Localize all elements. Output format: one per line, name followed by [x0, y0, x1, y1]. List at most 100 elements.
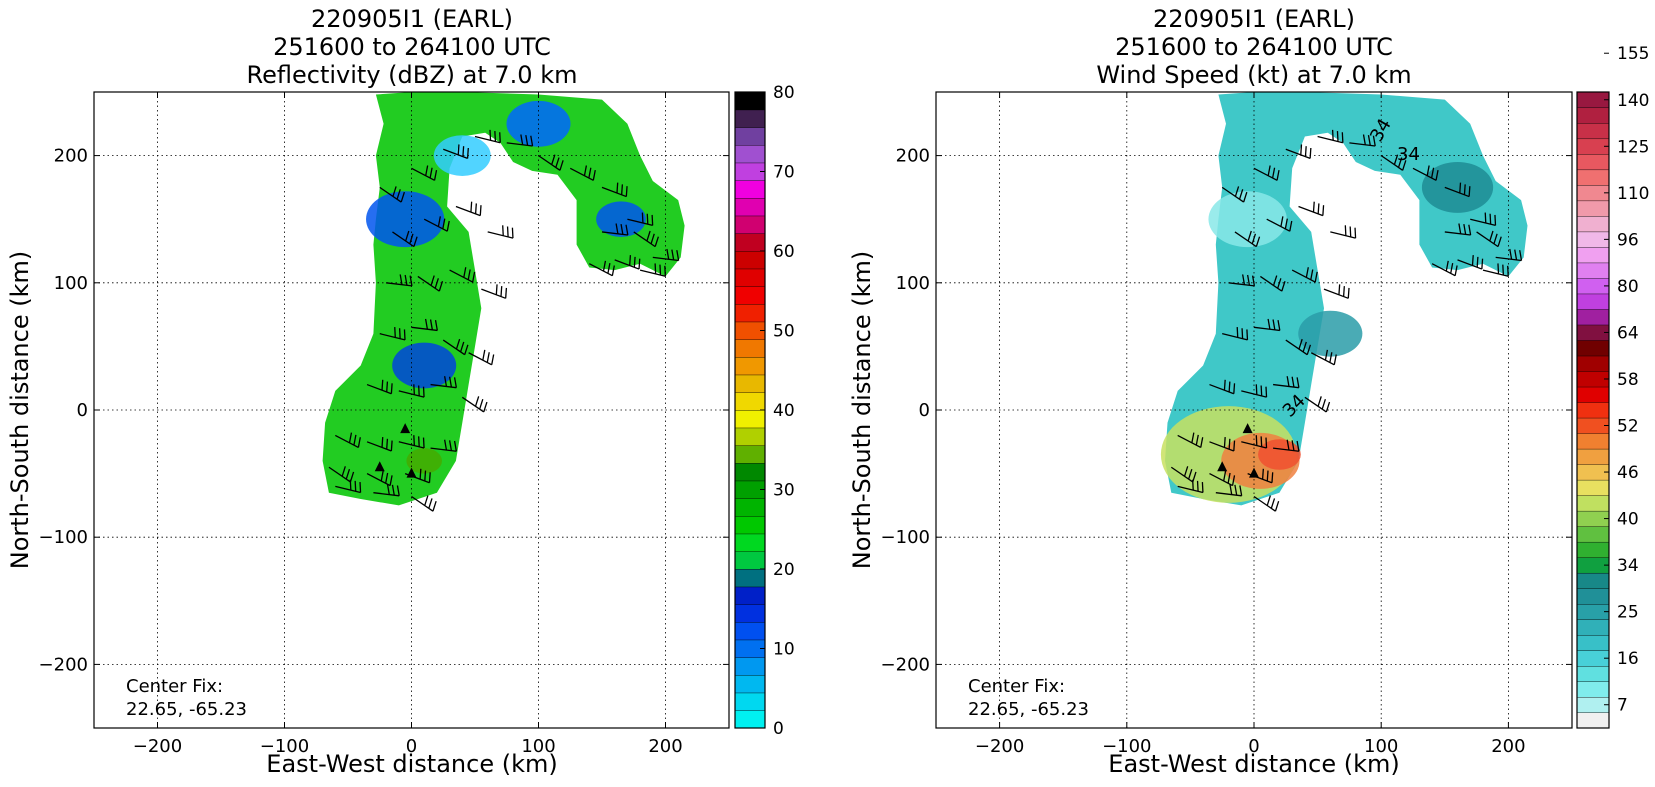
wind-barb — [411, 318, 438, 332]
wind-barb — [1209, 436, 1236, 452]
wind-barb — [474, 129, 501, 144]
wind-barb — [1285, 144, 1312, 160]
reflectivity-center-fix-value: 22.65, -65.23 — [126, 699, 247, 720]
field-intensity-patch — [406, 448, 442, 474]
colorbar-swatch — [1576, 402, 1610, 419]
wind-barb — [1273, 439, 1300, 452]
x-tick-label: −100 — [1102, 736, 1151, 757]
reflectivity-x-axis-label: East-West distance (km) — [266, 750, 557, 778]
colorbar-swatch — [734, 657, 766, 676]
colorbar-swatch — [1576, 588, 1610, 605]
colorbar-swatch — [734, 268, 766, 287]
colorbar-tick-label: 155 — [1617, 44, 1649, 64]
colorbar-tick-label: 58 — [1617, 370, 1639, 390]
reflectivity-title-line-1: 220905I1 (EARL) — [311, 5, 513, 33]
colorbar-swatch — [1576, 572, 1610, 589]
x-tick-label: 200 — [648, 736, 682, 757]
wind-barb — [601, 223, 629, 236]
x-tick-label: 0 — [406, 736, 417, 757]
colorbar-swatch — [1576, 308, 1610, 326]
y-tick-label: 200 — [54, 146, 88, 167]
wind-barb — [335, 479, 362, 494]
wind-barb — [392, 230, 418, 248]
wind-barb — [328, 466, 355, 483]
colorbar-tick-label: 46 — [1617, 463, 1639, 483]
colorbar-tick-label: 50 — [773, 322, 795, 342]
colorbar-swatch — [1576, 386, 1610, 403]
wind-barb — [652, 248, 680, 262]
y-tick-label: −200 — [881, 654, 930, 675]
wind-barb — [366, 470, 393, 487]
wind-barb — [1349, 134, 1376, 147]
colorbar-swatch — [734, 462, 766, 482]
wind-barb — [1298, 201, 1325, 217]
y-tick-label: 0 — [919, 400, 930, 421]
wind-barb — [569, 165, 596, 181]
wind-barb — [411, 495, 437, 512]
wind-barb — [1482, 263, 1509, 277]
y-tick-label: 100 — [896, 273, 930, 294]
wind-barb — [398, 384, 425, 398]
wind-barb — [398, 435, 425, 449]
colorbar-swatch — [1576, 479, 1610, 496]
wind-barb — [1253, 165, 1280, 181]
wind-speed-wind-barbs — [1170, 129, 1523, 512]
colorbar-swatch — [734, 339, 766, 358]
colorbar-swatch — [1576, 107, 1610, 124]
colorbar-swatch — [734, 392, 766, 411]
storm-field-shape — [322, 92, 685, 506]
x-tick-label: 0 — [1248, 736, 1259, 757]
wind-barb — [1253, 318, 1281, 332]
wind-center-fix-label: Center Fix: — [968, 676, 1065, 697]
wind-x-axis-label: East-West distance (km) — [1108, 750, 1399, 778]
reflectivity-panel: 220905I1 (EARL) 251600 to 264100 UTC Ref… — [6, 5, 795, 778]
wind-barb — [1177, 479, 1204, 494]
colorbar-tick-label: 40 — [1617, 510, 1639, 530]
colorbar-swatch — [734, 233, 766, 252]
y-tick-label: −100 — [881, 527, 930, 548]
wind-barb — [1241, 435, 1268, 449]
reflectivity-title-line-3: Reflectivity (dBZ) at 7.0 km — [247, 61, 578, 89]
wind-y-ticks: −200 −100 0 100 200 — [881, 146, 1572, 675]
wind-barb — [468, 349, 495, 366]
colorbar-swatch — [1576, 495, 1610, 512]
reflectivity-title-line-2: 251600 to 264100 UTC — [273, 33, 551, 61]
wind-barb — [481, 284, 508, 299]
center-marker — [400, 423, 411, 434]
y-tick-label: −200 — [39, 654, 88, 675]
colorbar-tick-label: 70 — [773, 163, 795, 183]
wind-barb — [1317, 129, 1344, 144]
wind-barb — [1291, 267, 1318, 283]
wind-barb — [1209, 379, 1236, 395]
wind-barb — [386, 274, 413, 287]
x-tick-label: 100 — [1364, 736, 1398, 757]
wind-barb — [639, 263, 667, 277]
colorbar-tick-label: 80 — [1617, 277, 1639, 297]
wind-barb — [1177, 432, 1204, 449]
wind-barb — [506, 134, 534, 147]
reflectivity-y-axis-label: North-South distance (km) — [6, 251, 34, 570]
wind-barb — [1170, 466, 1197, 483]
colorbar-swatch — [1576, 681, 1610, 698]
wind-barb — [449, 267, 476, 283]
field-intensity-patch — [1258, 439, 1301, 470]
colorbar-tick-label: 60 — [773, 242, 795, 262]
colorbar-swatch — [734, 498, 766, 517]
colorbar-tick-label: 34 — [1617, 556, 1639, 576]
colorbar-swatch — [1576, 339, 1610, 357]
wind-title-line-3: Wind Speed (kt) at 7.0 km — [1096, 61, 1411, 89]
colorbar-swatch — [734, 303, 766, 323]
wind-barb — [366, 379, 393, 395]
wind-barb — [1412, 165, 1439, 181]
wind-barb — [1209, 470, 1236, 487]
colorbar-swatch — [734, 109, 766, 128]
wind-barb — [1285, 338, 1312, 356]
wind-barb — [1266, 216, 1293, 232]
reflectivity-field — [322, 92, 685, 506]
colorbar-swatch — [734, 374, 766, 393]
wind-barb — [1215, 484, 1243, 497]
colorbar-swatch — [734, 586, 766, 605]
colorbar-tick-label: 10 — [773, 640, 795, 660]
colorbar-swatch — [1576, 526, 1610, 543]
colorbar-swatch — [734, 356, 766, 376]
